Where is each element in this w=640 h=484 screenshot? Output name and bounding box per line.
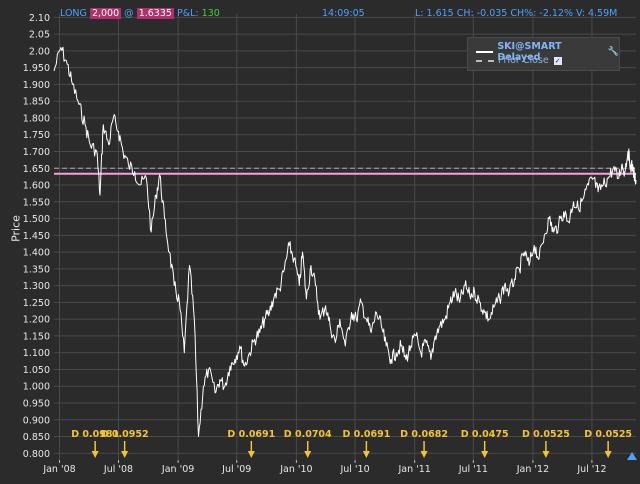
dividend-label: D 0.0525 <box>584 429 632 440</box>
dividend-label: D 0.0704 <box>284 429 332 440</box>
y-tick-label: 2.05 <box>29 30 50 41</box>
dividend-label: D 0.0475 <box>461 429 509 440</box>
x-tick-label: Jan '10 <box>279 464 312 475</box>
y-tick-label: 1.250 <box>23 298 50 309</box>
dividend-label: D 0.0691 <box>342 429 390 440</box>
price-series-line <box>53 46 637 437</box>
y-tick-label: 1.700 <box>23 147 50 158</box>
time-display: 14:09:05 <box>322 8 365 19</box>
y-tick-label: 1.100 <box>23 348 50 359</box>
dividend-arrow-icon <box>121 451 129 458</box>
prior-close-checkbox[interactable]: ✓ <box>553 56 562 65</box>
y-tick-label: 1.150 <box>23 331 50 342</box>
y-tick-label: 1.000 <box>23 382 50 393</box>
legend-series-label: SKI@SMART Delayed <box>497 41 562 63</box>
x-tick-label: Jul '10 <box>339 464 369 475</box>
dividend-arrow-icon <box>362 451 370 458</box>
dividend-arrow-icon <box>420 451 428 458</box>
y-tick-label: 2.10 <box>29 13 50 24</box>
y-tick-label: 0.900 <box>23 415 50 426</box>
y-tick-label: 2.00 <box>29 46 50 57</box>
position-at-symbol: @ <box>124 8 134 19</box>
pnl-label: P&L: <box>176 8 199 19</box>
y-tick-label: 1.350 <box>23 264 50 275</box>
y-tick-label: 1.550 <box>23 197 50 208</box>
pnl-value: 130 <box>201 8 220 19</box>
y-tick-label: 0.850 <box>23 432 50 443</box>
y-tick-label: 1.500 <box>23 214 50 225</box>
dividend-arrow-icon <box>304 451 312 458</box>
dividend-label: D 0.0525 <box>522 429 570 440</box>
position-info-bar: LONG 2,000 @ 1.6335 P&L: 130 <box>60 8 220 19</box>
y-tick-label: 1.400 <box>23 248 50 259</box>
x-tick-label: Jan '08 <box>42 464 75 475</box>
y-tick-label: 1.450 <box>23 231 50 242</box>
legend-prior-close-row[interactable]: Prior Close ✓ <box>476 55 562 66</box>
y-tick-label: 1.950 <box>23 63 50 74</box>
y-axis-label: Price <box>9 215 23 242</box>
dividend-label: D 0.0952 <box>101 429 149 440</box>
y-tick-label: 1.750 <box>23 130 50 141</box>
y-tick-label: 1.050 <box>23 365 50 376</box>
legend-dashed-line-icon <box>476 59 494 62</box>
quote-summary: L: 1.615 CH: -0.035 CH%: -2.12% V: 4.59M <box>415 8 618 19</box>
x-tick-label: Jul '09 <box>221 464 251 475</box>
dividend-arrow-icon <box>481 451 489 458</box>
scroll-right-icon[interactable] <box>627 452 637 460</box>
dividend-arrow-icon <box>247 451 255 458</box>
y-tick-label: 0.950 <box>23 398 50 409</box>
x-tick-label: Jan '09 <box>161 464 194 475</box>
wrench-icon[interactable]: 🔧 <box>607 47 619 57</box>
x-tick-label: Jan '11 <box>397 464 430 475</box>
position-price: 1.6335 <box>136 8 174 19</box>
x-tick-label: Jul '11 <box>458 464 488 475</box>
dividend-label: D 0.0981 <box>71 429 119 440</box>
y-tick-label: 0.800 <box>23 449 50 460</box>
y-tick-label: 1.300 <box>23 281 50 292</box>
dividend-arrow-icon <box>91 451 99 458</box>
dividend-arrow-icon <box>604 451 612 458</box>
dividend-arrow-icon <box>542 451 550 458</box>
dividend-label: D 0.0682 <box>400 429 448 440</box>
x-tick-label: Jan '12 <box>516 464 549 475</box>
position-side: LONG <box>60 8 87 19</box>
position-quantity: 2,000 <box>89 8 122 19</box>
y-tick-label: 1.200 <box>23 315 50 326</box>
x-tick-label: Jul '08 <box>103 464 133 475</box>
chart-legend[interactable]: SKI@SMART Delayed 🔧 Prior Close ✓ <box>467 37 620 71</box>
dividend-label: D 0.0691 <box>227 429 275 440</box>
legend-solid-line-icon <box>476 51 494 53</box>
legend-prior-close-label: Prior Close <box>498 55 549 66</box>
y-tick-label: 1.800 <box>23 113 50 124</box>
y-tick-label: 1.600 <box>23 181 50 192</box>
y-tick-label: 1.900 <box>23 80 50 91</box>
x-tick-label: Jul '12 <box>576 464 606 475</box>
legend-series-row[interactable]: SKI@SMART Delayed 🔧 <box>476 41 619 63</box>
y-tick-label: 1.850 <box>23 97 50 108</box>
y-tick-label: 1.650 <box>23 164 50 175</box>
plot-area <box>54 14 636 460</box>
